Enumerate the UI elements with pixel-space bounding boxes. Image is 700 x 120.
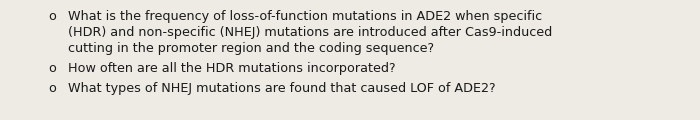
Text: o: o: [48, 62, 56, 75]
Text: (HDR) and non-specific (NHEJ) mutations are introduced after Cas9-induced: (HDR) and non-specific (NHEJ) mutations …: [68, 26, 552, 39]
Text: o: o: [48, 10, 56, 23]
Text: How often are all the HDR mutations incorporated?: How often are all the HDR mutations inco…: [68, 62, 396, 75]
Text: cutting in the promoter region and the coding sequence?: cutting in the promoter region and the c…: [68, 42, 434, 55]
Text: o: o: [48, 82, 56, 95]
Text: What types of NHEJ mutations are found that caused LOF of ADE2?: What types of NHEJ mutations are found t…: [68, 82, 496, 95]
Text: What is the frequency of loss-of-function mutations in ADE2 when specific: What is the frequency of loss-of-functio…: [68, 10, 542, 23]
